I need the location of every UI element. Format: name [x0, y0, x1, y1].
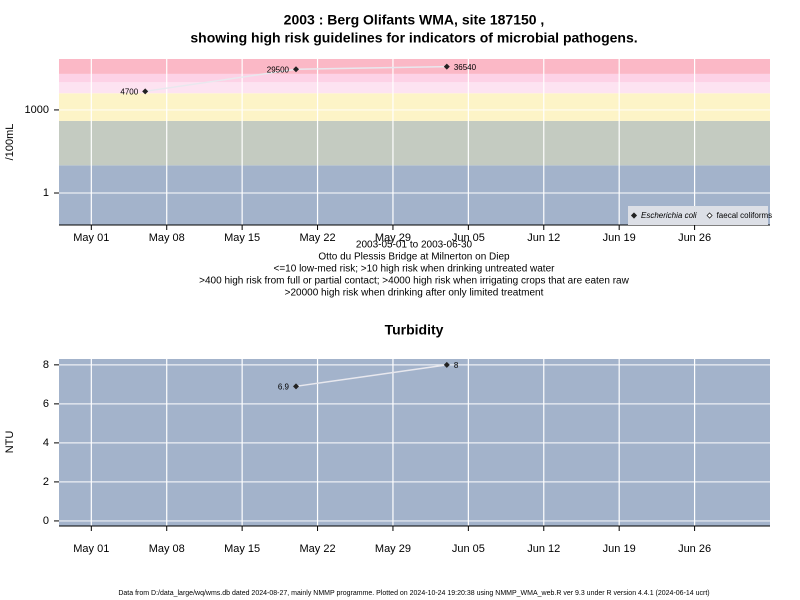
note: Otto du Plessis Bridge at Milnerton on D…: [318, 252, 510, 263]
chart-title: 2003 : Berg Olifants WMA, site 187150 ,: [284, 12, 545, 28]
x-tick-label: May 22: [300, 232, 336, 244]
data-label: 6.9: [278, 382, 290, 391]
footer: Data from D:/data_large/wq/wms.db dated …: [118, 590, 709, 597]
x-tick-label: Jun 19: [603, 543, 636, 555]
data-point: [293, 383, 299, 390]
y-tick-label: 1000: [25, 104, 49, 116]
y-axis-label: NTU: [4, 431, 16, 454]
x-tick-label: May 15: [224, 232, 260, 244]
x-tick-label: May 08: [149, 543, 185, 555]
x-tick-label: Jun 26: [678, 543, 711, 555]
data-label: 8: [454, 361, 459, 370]
x-tick-label: May 29: [375, 543, 411, 555]
note: >400 high risk from full or partial cont…: [199, 276, 629, 287]
data-point: [443, 63, 450, 70]
y-tick-label: 4: [43, 437, 49, 449]
note: <=10 low-med risk; >10 high risk when dr…: [274, 264, 556, 275]
data-point: [293, 66, 299, 73]
x-tick-label: Jun 12: [527, 543, 560, 555]
legend-box: [628, 206, 768, 225]
x-tick-label: May 29: [375, 232, 411, 244]
data-label: 36540: [454, 63, 477, 72]
y-tick-label: 0: [43, 515, 49, 527]
risk-band: [59, 73, 770, 83]
x-tick-label: Jun 05: [452, 232, 485, 244]
risk-band: [59, 120, 770, 166]
x-tick-label: May 01: [73, 232, 109, 244]
data-label: 4700: [120, 87, 138, 96]
note: 2003-05-01 to 2003-06-30: [356, 240, 473, 251]
chart-title: Turbidity: [385, 322, 444, 338]
chart-subtitle: showing high risk guidelines for indicat…: [190, 30, 637, 46]
data-point: [443, 361, 450, 368]
legend-label: faecal coliforms: [717, 211, 773, 220]
data-label: 29500: [267, 65, 290, 74]
y-tick-label: 6: [43, 398, 49, 410]
legend-marker: [630, 212, 638, 219]
x-tick-label: Jun 19: [603, 232, 636, 244]
legend-label: Escherichia coli: [641, 211, 697, 220]
x-tick-label: Jun 26: [678, 232, 711, 244]
y-tick-label: 8: [43, 359, 49, 371]
x-tick-label: May 08: [149, 232, 185, 244]
x-tick-label: May 01: [73, 543, 109, 555]
x-tick-label: May 15: [224, 543, 260, 555]
x-tick-label: Jun 12: [527, 232, 560, 244]
data-point: [142, 88, 149, 95]
note: >20000 high risk when drinking after onl…: [285, 288, 544, 299]
series-line: [295, 364, 447, 388]
risk-band: [59, 93, 770, 121]
x-tick-label: May 22: [300, 543, 336, 555]
y-tick-label: 1: [43, 187, 49, 199]
risk-band: [59, 82, 770, 94]
x-tick-label: Jun 05: [452, 543, 485, 555]
y-tick-label: 2: [43, 476, 49, 488]
risk-band: [59, 59, 770, 74]
y-axis-label: /100mL: [4, 124, 16, 161]
legend-marker: [706, 212, 713, 219]
